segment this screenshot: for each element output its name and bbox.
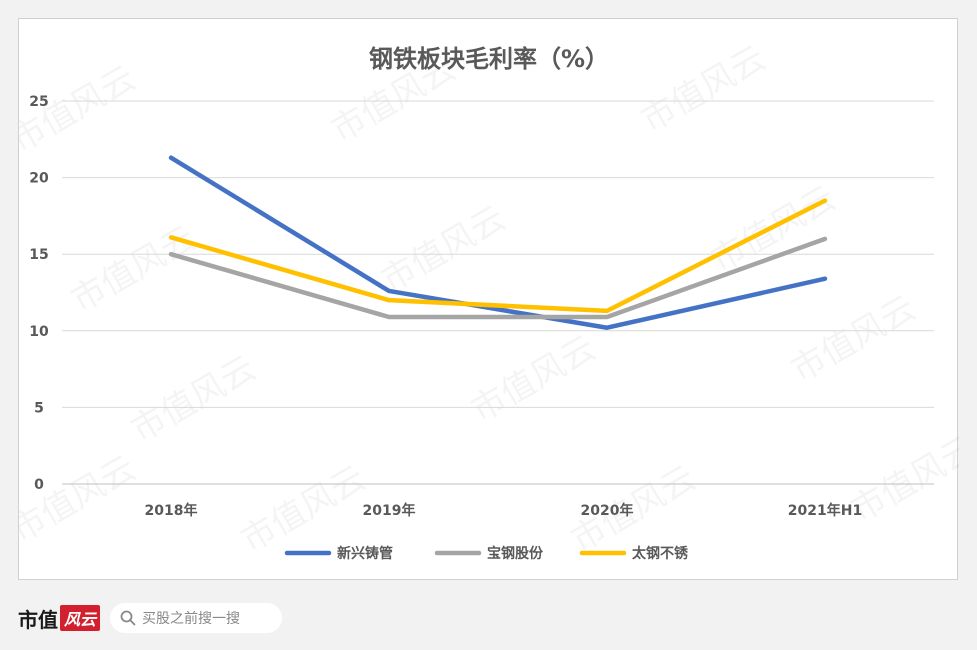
y-tick-label: 0	[34, 477, 44, 493]
chart-title: 钢铁板块毛利率（%）	[369, 45, 609, 73]
search-placeholder: 买股之前搜一搜	[142, 611, 241, 627]
search-box[interactable]: 买股之前搜一搜	[110, 603, 283, 633]
footer: 市值 风云 买股之前搜一搜	[18, 598, 283, 638]
legend-label: 太钢不锈	[632, 545, 689, 562]
x-tick-label: 2018年	[145, 502, 198, 519]
y-tick-label: 15	[29, 247, 48, 263]
series-line	[168, 155, 828, 330]
watermark-text: 市值风云	[635, 38, 773, 141]
legend-label: 宝钢股份	[487, 545, 544, 562]
brand-mark: 风云	[60, 605, 101, 631]
x-axis-ticks: 2018年 2019年 2020年 2021年H1	[145, 502, 863, 519]
watermark-text: 市值风云	[785, 288, 923, 391]
legend: 新兴铸管 宝钢股份 太钢不锈	[284, 545, 689, 562]
y-tick-label: 5	[34, 400, 44, 416]
series-line	[168, 236, 828, 320]
search-icon	[120, 610, 136, 626]
watermark-text: 市值风云	[19, 448, 142, 551]
watermark-text: 市值风云	[705, 178, 843, 281]
x-tick-label: 2019年	[363, 502, 416, 519]
chart-card: 市值风云 市值风云 市值风云 市值风云 市值风云 市值风云 市值风云 市值风云 市值风云 市值风云…	[18, 18, 959, 580]
y-axis-ticks: 0 5 10 15 20 25	[29, 94, 49, 493]
x-tick-label: 2020年	[581, 502, 634, 519]
grid-lines	[62, 100, 934, 485]
series-lines	[168, 155, 828, 330]
brand-text: 市值	[18, 607, 58, 632]
y-tick-label: 20	[29, 171, 49, 187]
y-tick-label: 10	[29, 324, 49, 340]
legend-label: 新兴铸管	[337, 545, 393, 562]
watermark-text: 市值风云	[375, 198, 513, 301]
series-line	[168, 198, 828, 314]
watermark-text: 市值风云	[65, 218, 203, 321]
x-tick-label: 2021年H1	[788, 502, 862, 519]
watermark-text: 市值风云	[125, 348, 263, 451]
watermark-text: 市值风云	[465, 328, 603, 431]
y-tick-label: 25	[29, 94, 48, 110]
brand-logo[interactable]: 市值 风云	[18, 604, 101, 633]
